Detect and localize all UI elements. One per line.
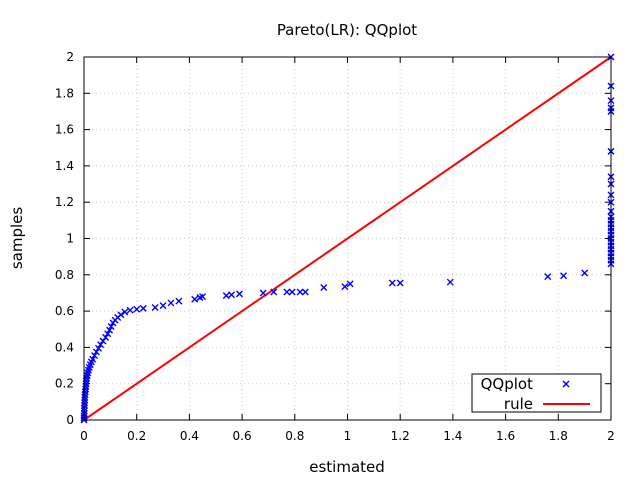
qqplot-point [102,333,110,341]
qqplot-point [346,280,354,288]
qqplot-point [320,284,328,291]
x-tick-label: 1 [344,429,352,443]
y-tick-label: 1.8 [55,86,74,100]
qqplot-point [175,297,183,305]
grid-lines [84,57,611,420]
qqplot-point [89,355,97,363]
y-axis-label: samples [8,207,26,270]
qqplot-point [94,344,102,352]
legend-label-rule: rule [504,395,533,413]
y-tick-label: 0.8 [55,268,74,282]
plot-frame [83,56,612,421]
qqplot-point [259,289,267,297]
qqplot-point [396,279,404,287]
qqplot-point [139,304,147,312]
chart-title: Pareto(LR): QQplot [277,21,417,39]
x-tick-label: 1.2 [391,429,410,443]
qqplot-point [99,337,107,345]
qqplot-point [117,311,125,319]
x-tick-labels: 0 0.2 0.4 0.6 0.8 1 1.2 1.4 1.6 1.8 2 [80,429,615,443]
qqplot-point [296,288,304,296]
legend-label-qqplot: QQplot [481,375,533,393]
qqplot-point [81,396,89,404]
y-tick-label: 0.2 [55,377,74,391]
y-tick-labels: 0 0.2 0.4 0.6 0.8 1 1.2 1.4 1.6 1.8 2 [55,50,74,427]
x-tick-label: 1.8 [549,429,568,443]
rule-series [83,56,612,421]
qqplot-point [301,288,309,296]
legend-box [471,373,602,413]
y-tick-label: 1.6 [55,123,74,137]
x-tick-label: 0.8 [285,429,304,443]
qqplot-point [126,306,134,314]
x-tick-label: 0.2 [127,429,146,443]
qqplot-point [288,288,296,296]
x-tick-label: 0.4 [180,429,199,443]
qqplot-point [199,293,207,301]
qqplot-point [104,330,112,338]
x-tick-label: 2 [607,429,615,443]
qqplot-point [151,303,159,311]
qqplot-point [228,291,236,299]
x-axis-label: estimated [309,458,385,476]
qqplot-point [222,292,230,300]
qqplot-point [133,305,141,313]
y-tick-label: 1.4 [55,159,74,173]
qqplot-point [270,288,278,296]
qqplot-point [446,278,454,286]
qqplot-point [159,302,167,310]
qqplot-point [388,279,396,287]
rule-line [83,56,612,421]
x-tick-label: 0 [80,429,88,443]
qqplot-point [560,272,568,280]
x-tick-label: 0.6 [233,429,252,443]
qqplot-point [121,308,129,316]
qqplot-point [283,288,291,296]
y-tick-label: 0 [66,413,74,427]
legend: QQplot rule [471,373,602,413]
qqplot-point [81,399,89,407]
qqplot-point [341,283,349,291]
qqplot-point [91,352,99,360]
qqplot-point [81,401,89,409]
y-tick-label: 2 [66,50,74,64]
y-tick-label: 0.4 [55,340,74,354]
qqplot-point [191,295,199,303]
y-tick-label: 1.2 [55,195,74,209]
qqplot-point [544,273,552,281]
legend-marker-qqplot [562,380,570,388]
y-tick-label: 0.6 [55,304,74,318]
y-tick-label: 1 [66,232,74,246]
legend-x-marker [562,380,570,388]
x-tick-label: 1.6 [496,429,515,443]
qqplot-point [235,290,243,298]
qqplot-point [581,269,589,277]
qqplot-point [106,326,114,334]
qqplot-point [92,348,100,356]
x-tick-label: 1.4 [443,429,462,443]
qqplot-point [167,299,175,307]
qqplot-point [97,341,105,349]
qqplot-point [107,323,115,331]
